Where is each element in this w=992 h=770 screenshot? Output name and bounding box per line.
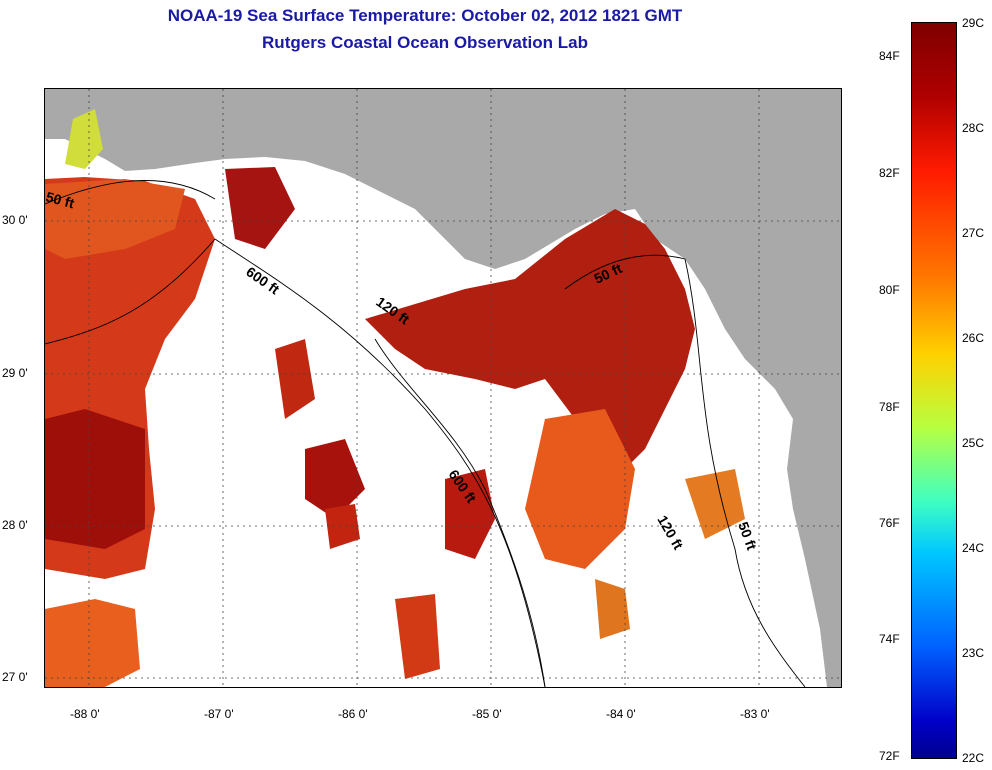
lat-label: 29 0' <box>2 366 28 380</box>
lat-label: 28 0' <box>2 518 28 532</box>
temperature-colorbar <box>911 22 957 759</box>
colorbar-celsius-label: 26C <box>962 331 985 345</box>
land-mass <box>45 89 841 687</box>
colorbar-celsius-label: 22C <box>962 751 985 765</box>
lon-label: -83 0' <box>740 707 770 721</box>
colorbar-fahrenheit-label: 76F <box>879 516 900 530</box>
colorbar-fahrenheit-label: 78F <box>879 400 900 414</box>
colorbar-celsius-label: 29C <box>962 16 985 30</box>
lon-label: -86 0' <box>338 707 368 721</box>
colorbar-celsius-label: 25C <box>962 436 985 450</box>
isobath-lines <box>45 180 806 687</box>
colorbar-celsius-label: 27C <box>962 226 985 240</box>
isobath-label: 50 ft <box>45 188 76 211</box>
sst-patches <box>45 109 745 687</box>
graticule <box>45 89 841 687</box>
isobath-label: 120 ft <box>654 513 686 553</box>
sst-map[interactable]: 50 ft 600 ft 120 ft 50 ft 600 ft 120 ft … <box>44 88 842 688</box>
colorbar-celsius-label: 24C <box>962 541 985 555</box>
sst-map-svg: 50 ft 600 ft 120 ft 50 ft 600 ft 120 ft … <box>45 89 841 687</box>
colorbar-celsius-label: 28C <box>962 121 985 135</box>
lon-label: -87 0' <box>204 707 234 721</box>
colorbar-fahrenheit-label: 82F <box>879 166 900 180</box>
colorbar-fahrenheit-label: 74F <box>879 632 900 646</box>
colorbar-celsius-label: 23C <box>962 646 985 660</box>
colorbar-fahrenheit-label: 84F <box>879 49 900 63</box>
colorbar-fahrenheit-label: 72F <box>879 749 900 763</box>
colorbar-fahrenheit-label: 80F <box>879 283 900 297</box>
isobath-label: 600 ft <box>243 263 282 297</box>
isobath-label: 50 ft <box>735 520 760 553</box>
lat-label: 30 0' <box>2 213 28 227</box>
map-subtitle: Rutgers Coastal Ocean Observation Lab <box>262 33 588 52</box>
lon-label: -88 0' <box>70 707 100 721</box>
lat-label: 27 0' <box>2 670 28 684</box>
lon-label: -85 0' <box>472 707 502 721</box>
map-title: NOAA-19 Sea Surface Temperature: October… <box>167 6 683 25</box>
lon-label: -84 0' <box>606 707 636 721</box>
